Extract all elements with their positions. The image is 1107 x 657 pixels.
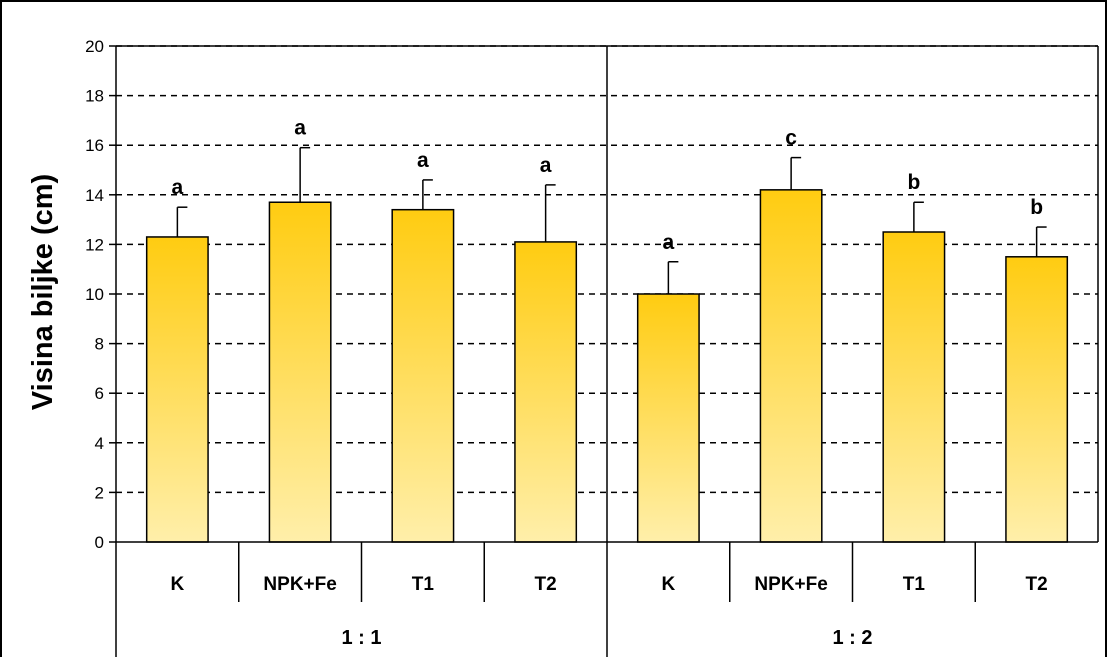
x-category-label: T2 bbox=[1026, 574, 1048, 595]
y-tick-label: 20 bbox=[85, 37, 104, 56]
x-category-label: K bbox=[662, 574, 676, 595]
y-tick-label: 18 bbox=[85, 87, 104, 106]
significance-letter: a bbox=[540, 154, 552, 177]
y-tick-label: 12 bbox=[85, 235, 104, 254]
y-axis-title: Visina biljke (cm) bbox=[27, 174, 59, 410]
x-category-label: K bbox=[171, 574, 185, 595]
bars bbox=[145, 146, 1069, 543]
x-category-label: T1 bbox=[412, 574, 435, 595]
y-tick-label: 6 bbox=[95, 384, 104, 403]
y-tick-label: 0 bbox=[95, 533, 104, 552]
x-group-label: 1 : 2 bbox=[832, 627, 872, 649]
significance-letter: b bbox=[907, 171, 920, 194]
x-category-label: NPK+Fe bbox=[754, 574, 827, 595]
bar bbox=[1005, 256, 1069, 543]
labels: 0 2 4 6 8 10 12 14 16 18 20 a Ka NPK+Fe a T1 a T2 1 : 1 a Kc… bbox=[85, 37, 1048, 649]
y-tick-label: 10 bbox=[85, 285, 104, 304]
y-tick-label: 16 bbox=[85, 136, 104, 155]
x-category-label: NPK+Fe bbox=[263, 574, 336, 595]
bar bbox=[882, 231, 946, 543]
bar bbox=[145, 236, 209, 543]
y-tick-label: 14 bbox=[85, 186, 104, 205]
x-category-label: T1 bbox=[903, 574, 926, 595]
significance-letter: b bbox=[1030, 196, 1043, 219]
significance-letter: a bbox=[663, 231, 675, 254]
significance-letter: a bbox=[294, 117, 306, 140]
significance-letter: a bbox=[417, 149, 429, 172]
bar bbox=[391, 208, 455, 543]
x-category-label: T2 bbox=[535, 574, 557, 595]
bar bbox=[514, 241, 578, 543]
x-group-label: 1 : 1 bbox=[341, 627, 381, 649]
y-tick-label: 4 bbox=[95, 434, 104, 453]
bar bbox=[268, 201, 332, 543]
significance-letter: a bbox=[172, 176, 184, 199]
significance-letter: c bbox=[785, 127, 797, 150]
bar bbox=[759, 189, 823, 543]
axes bbox=[109, 45, 1099, 657]
bar bbox=[636, 293, 700, 543]
y-tick-label: 2 bbox=[95, 483, 104, 502]
y-tick-label: 8 bbox=[95, 335, 104, 354]
